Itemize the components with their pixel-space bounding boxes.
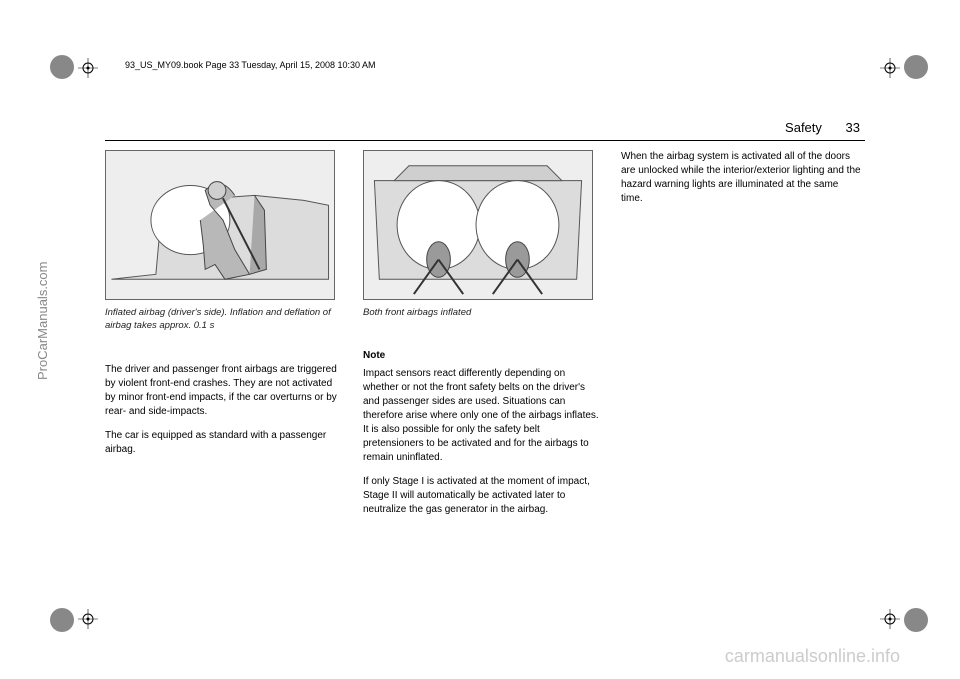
text-columns: Inflated airbag (driver's side). Inflati… [105, 150, 865, 527]
crop-mark [78, 609, 98, 629]
crop-dot [50, 55, 74, 79]
figure-both-airbags [363, 150, 593, 300]
col2-para2: If only Stage I is activated at the mome… [363, 475, 603, 517]
column-3: When the airbag system is activated all … [621, 150, 861, 527]
column-1: Inflated airbag (driver's side). Inflati… [105, 150, 345, 527]
figure2-caption: Both front airbags inflated [363, 306, 603, 319]
crop-dot [50, 608, 74, 632]
col3-para1: When the airbag system is activated all … [621, 150, 861, 206]
figure1-caption: Inflated airbag (driver's side). Inflati… [105, 306, 345, 333]
book-header-line: 93_US_MY09.book Page 33 Tuesday, April 1… [125, 60, 376, 70]
page-number: 33 [846, 120, 860, 135]
col1-para1: The driver and passenger front airbags a… [105, 363, 345, 419]
column-2: Both front airbags inflated Note Impact … [363, 150, 603, 527]
col1-para2: The car is equipped as standard with a p… [105, 429, 345, 457]
section-header: Safety 33 [785, 120, 860, 135]
col2-para1: Impact sensors react differently dependi… [363, 367, 603, 465]
crop-mark [78, 58, 98, 78]
crop-dot [904, 608, 928, 632]
section-title: Safety [785, 120, 822, 135]
crop-dot [904, 55, 928, 79]
figure-driver-airbag [105, 150, 335, 300]
bottom-watermark: carmanualsonline.info [725, 646, 900, 667]
note-heading: Note [363, 349, 603, 363]
side-watermark: ProCarManuals.com [35, 262, 50, 381]
header-rule [105, 140, 865, 141]
page-content: 93_US_MY09.book Page 33 Tuesday, April 1… [100, 60, 900, 630]
